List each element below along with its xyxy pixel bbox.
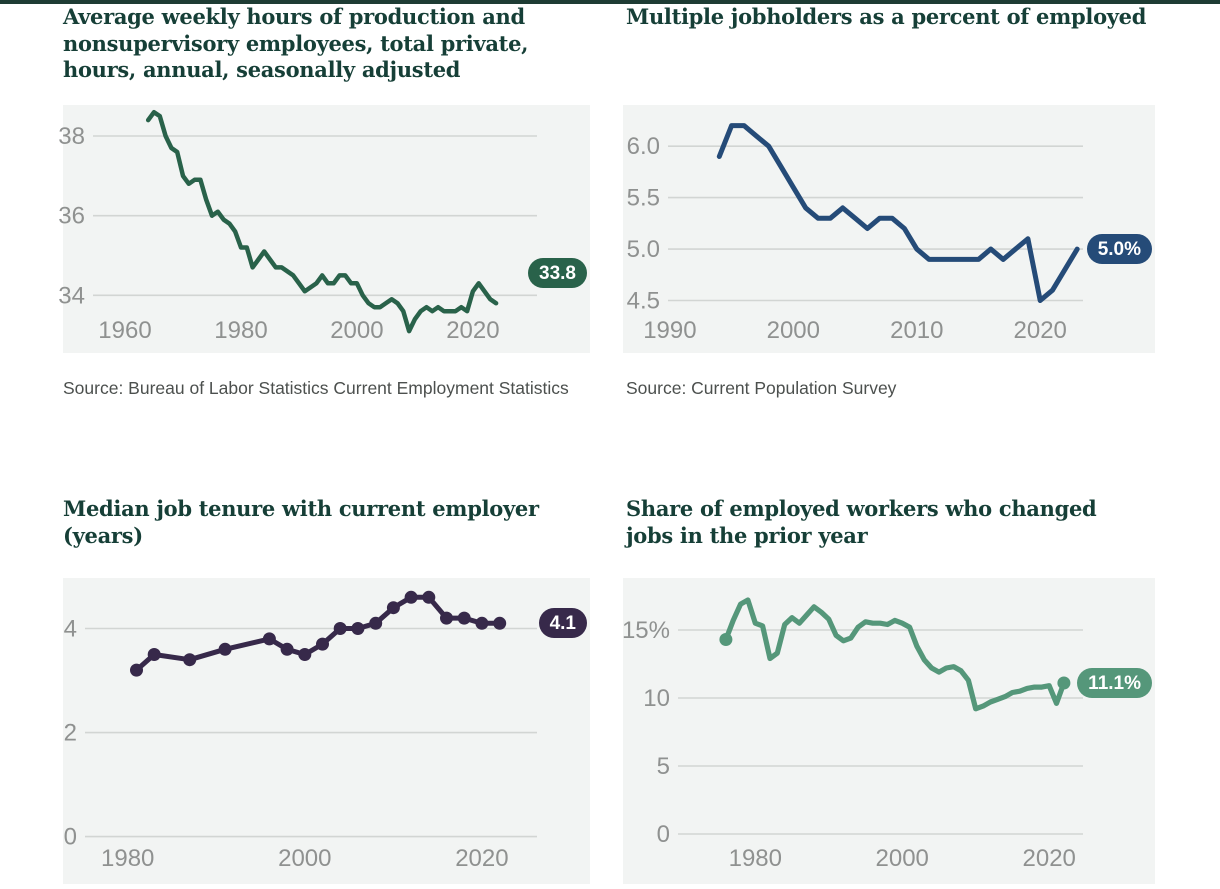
x-tick-label: 2000 [876,845,929,872]
x-tick-label: 2010 [890,317,943,344]
y-tick-label: 0 [64,824,77,851]
data-point-marker [183,653,197,667]
y-tick-label: 4 [64,616,77,643]
data-point-marker [218,642,232,656]
y-tick-label: 2 [64,720,77,747]
x-tick-label: 1980 [729,845,782,872]
last-value-badge: 4.1 [538,608,587,639]
y-tick-label: 5.5 [627,185,660,212]
y-tick-label: 15% [622,617,670,644]
line-chart-job-changers: 0 5 10 15% 1980 2000 2020 11.1% [622,578,1155,884]
x-tick-label: 2000 [330,317,383,344]
chart-title-weekly-hours: Average weekly hours of production and n… [63,4,529,82]
x-tick-label: 2000 [767,317,820,344]
chart-title-multiple-jobholders: Multiple jobholders as a percent of empl… [626,4,1147,29]
data-line [145,109,499,334]
x-tick-label: 1960 [98,317,151,344]
y-tick-label: 6.0 [627,133,660,160]
y-tick-label: 4.5 [627,288,660,315]
y-tick-label: 5.0 [627,236,660,263]
source-note-multiple-jobholders: Source: Current Population Survey [626,378,897,398]
x-tick-label: 2000 [278,845,331,872]
data-line [723,597,1067,712]
y-tick-label: 0 [657,821,670,848]
chart-canvas: 34 36 38 1960 1980 2000 2020 [58,109,537,344]
line-chart-multiple-jobholders: 4.5 5.0 5.5 6.0 1990 2000 2010 2020 5.0% [623,105,1155,353]
x-tick-label: 2020 [455,845,508,872]
data-point-marker [386,601,400,615]
y-tick-label: 38 [58,123,85,150]
data-point-marker [440,611,453,625]
data-point-marker [280,642,294,656]
chart-canvas: 0 5 10 15% 1980 2000 2020 [622,597,1083,872]
line-chart-weekly-hours: 34 36 38 1960 1980 2000 2020 33.8 [58,105,590,353]
last-value-badge: 5.0% [1086,234,1152,265]
data-point-marker [147,648,161,661]
x-tick-label: 2020 [1014,317,1067,344]
data-point-marker [493,616,507,630]
x-tick-label: 1980 [101,845,154,872]
x-tick-label: 1980 [214,317,267,344]
x-tick-label: 1990 [643,317,696,344]
data-point-marker [262,632,276,646]
data-line [716,123,1080,303]
y-tick-label: 10 [643,685,670,712]
top-crop-bar [0,0,1220,4]
data-point-marker [1057,676,1071,690]
x-tick-label: 2020 [446,317,499,344]
chart-title-median-tenure: Median job tenure with current employer … [63,496,539,548]
chart-canvas: 0 2 4 1980 2000 2020 [64,590,537,872]
y-tick-label: 5 [657,753,670,780]
chart-title-job-changers: Share of employed workers who changed jo… [626,496,1097,548]
data-point-marker [369,616,383,630]
y-tick-label: 34 [58,282,85,309]
source-note-weekly-hours: Source: Bureau of Labor Statistics Curre… [63,378,569,398]
x-tick-label: 2020 [1023,845,1076,872]
data-point-marker [475,616,489,630]
data-point-marker [298,648,312,661]
y-tick-label: 36 [58,203,85,230]
data-point-marker [130,663,143,677]
data-point-marker [457,611,471,625]
last-value-badge: 33.8 [528,258,587,289]
chart-canvas: 4.5 5.0 5.5 6.0 1990 2000 2010 2020 [627,123,1083,344]
data-point-marker [316,637,329,651]
data-point-marker [333,622,347,635]
data-point-marker [719,633,733,646]
last-value-badge: 11.1% [1077,667,1152,698]
line-chart-median-tenure: 0 2 4 1980 2000 2020 4.1 [63,578,590,884]
data-point-marker [404,590,418,604]
data-point-marker [422,590,436,604]
data-point-marker [351,622,365,635]
